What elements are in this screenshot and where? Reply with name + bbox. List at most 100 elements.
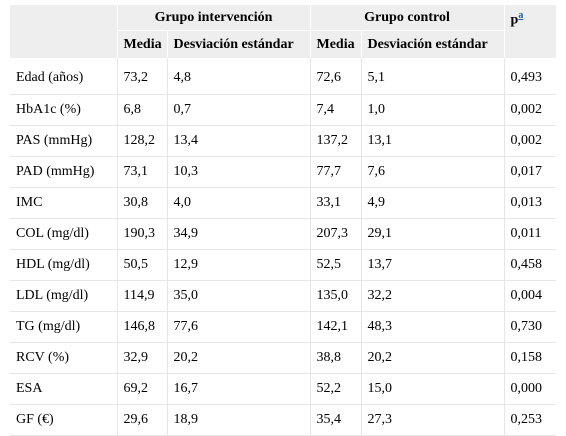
- mean-control-cell: 35,4: [310, 404, 362, 436]
- table-row: IMC 30,8 4,0 33,1 4,9 0,013: [10, 187, 557, 219]
- row-label-cell: IMC: [10, 187, 118, 219]
- sd-control-cell: 15,0: [361, 373, 505, 405]
- sd-intervention-cell: 20,2: [167, 342, 311, 374]
- sd-control-cell: 5,1: [361, 58, 505, 95]
- row-label-cell: RCV (%): [10, 342, 118, 374]
- table-row: Edad (años) 73,2 4,8 72,6 5,1 0,493: [10, 58, 557, 95]
- sd-intervention-cell: 13,4: [167, 125, 311, 157]
- results-table: Grupo intervención Grupo control pa Medi…: [10, 5, 557, 436]
- table-row: COL (mg/dl) 190,3 34,9 207,3 29,1 0,011: [10, 218, 557, 250]
- p-value-cell: 0,158: [504, 342, 557, 374]
- row-label-cell: COL (mg/dl): [10, 218, 118, 250]
- mean-control-cell: 207,3: [310, 218, 362, 250]
- sd-control-cell: 32,2: [361, 280, 505, 312]
- sd-intervention-cell: 4,0: [167, 187, 311, 219]
- mean-intervention-cell: 146,8: [117, 311, 168, 343]
- mean-header-control: Media: [310, 30, 362, 58]
- table-row: PAD (mmHg) 73,1 10,3 77,7 7,6 0,017: [10, 156, 557, 188]
- sd-header-control: Desviación estándar: [361, 30, 505, 58]
- mean-intervention-cell: 50,5: [117, 249, 168, 281]
- mean-control-cell: 52,2: [310, 373, 362, 405]
- row-label-cell: HbA1c (%): [10, 94, 118, 126]
- mean-control-cell: 72,6: [310, 58, 362, 95]
- mean-control-cell: 52,5: [310, 249, 362, 281]
- row-label-cell: Edad (años): [10, 58, 118, 95]
- sd-intervention-cell: 34,9: [167, 218, 311, 250]
- sd-intervention-cell: 4,8: [167, 58, 311, 95]
- p-value-cell: 0,730: [504, 311, 557, 343]
- table-row: ESA 69,2 16,7 52,2 15,0 0,000: [10, 373, 557, 405]
- group-intervention-header: Grupo intervención: [117, 5, 311, 31]
- mean-control-cell: 135,0: [310, 280, 362, 312]
- row-label-cell: GF (€): [10, 404, 118, 436]
- mean-intervention-cell: 128,2: [117, 125, 168, 157]
- table-row: RCV (%) 32,9 20,2 38,8 20,2 0,158: [10, 342, 557, 374]
- sd-intervention-cell: 0,7: [167, 94, 311, 126]
- p-value-cell: 0,011: [504, 218, 557, 250]
- sd-intervention-cell: 10,3: [167, 156, 311, 188]
- sd-control-cell: 27,3: [361, 404, 505, 436]
- mean-intervention-cell: 29,6: [117, 404, 168, 436]
- table-row: TG (mg/dl) 146,8 77,6 142,1 48,3 0,730: [10, 311, 557, 343]
- mean-control-cell: 33,1: [310, 187, 362, 219]
- table-row: HDL (mg/dl) 50,5 12,9 52,5 13,7 0,458: [10, 249, 557, 281]
- sd-control-cell: 4,9: [361, 187, 505, 219]
- sd-control-cell: 29,1: [361, 218, 505, 250]
- p-value-cell: 0,002: [504, 94, 557, 126]
- sd-control-cell: 13,7: [361, 249, 505, 281]
- mean-intervention-cell: 73,1: [117, 156, 168, 188]
- p-value-cell: 0,458: [504, 249, 557, 281]
- mean-intervention-cell: 30,8: [117, 187, 168, 219]
- sd-header-intervention: Desviación estándar: [167, 30, 311, 58]
- mean-intervention-cell: 114,9: [117, 280, 168, 312]
- p-value-cell: 0,017: [504, 156, 557, 188]
- sd-intervention-cell: 77,6: [167, 311, 311, 343]
- p-value-cell: 0,002: [504, 125, 557, 157]
- p-value-cell: 0,013: [504, 187, 557, 219]
- group-control-header: Grupo control: [310, 5, 505, 31]
- header-empty-cell: [10, 5, 118, 58]
- sd-intervention-cell: 18,9: [167, 404, 311, 436]
- mean-intervention-cell: 32,9: [117, 342, 168, 374]
- sd-control-cell: 7,6: [361, 156, 505, 188]
- sd-intervention-cell: 16,7: [167, 373, 311, 405]
- mean-intervention-cell: 73,2: [117, 58, 168, 95]
- mean-header-intervention: Media: [117, 30, 168, 58]
- table-row: PAS (mmHg) 128,2 13,4 137,2 13,1 0,002: [10, 125, 557, 157]
- table-row: LDL (mg/dl) 114,9 35,0 135,0 32,2 0,004: [10, 280, 557, 312]
- p-value-cell: 0,004: [504, 280, 557, 312]
- p-value-cell: 0,253: [504, 404, 557, 436]
- footnote-link[interactable]: a: [518, 10, 524, 21]
- row-label-cell: PAS (mmHg): [10, 125, 118, 157]
- row-label-cell: HDL (mg/dl): [10, 249, 118, 281]
- mean-intervention-cell: 69,2: [117, 373, 168, 405]
- sd-intervention-cell: 12,9: [167, 249, 311, 281]
- sd-control-cell: 20,2: [361, 342, 505, 374]
- row-label-cell: LDL (mg/dl): [10, 280, 118, 312]
- mean-control-cell: 142,1: [310, 311, 362, 343]
- sd-control-cell: 1,0: [361, 94, 505, 126]
- p-value-cell: 0,493: [504, 58, 557, 95]
- p-value-cell: 0,000: [504, 373, 557, 405]
- mean-control-cell: 77,7: [310, 156, 362, 188]
- row-label-cell: TG (mg/dl): [10, 311, 118, 343]
- sd-control-cell: 48,3: [361, 311, 505, 343]
- row-label-cell: PAD (mmHg): [10, 156, 118, 188]
- table-row: GF (€) 29,6 18,9 35,4 27,3 0,253: [10, 404, 557, 436]
- row-label-cell: ESA: [10, 373, 118, 405]
- p-value-label: p: [510, 12, 519, 28]
- table-body: Edad (años) 73,2 4,8 72,6 5,1 0,493 HbA1c (%) 6…: [10, 58, 557, 436]
- sd-control-cell: 13,1: [361, 125, 505, 157]
- header-row-columns: Media Desviación estándar Media Desviaci…: [10, 30, 556, 58]
- mean-control-cell: 7,4: [310, 94, 362, 126]
- mean-intervention-cell: 6,8: [117, 94, 168, 126]
- sd-intervention-cell: 35,0: [167, 280, 311, 312]
- table-header: Grupo intervención Grupo control pa Medi…: [10, 5, 557, 58]
- header-row-groups: Grupo intervención Grupo control pa: [10, 5, 557, 58]
- mean-control-cell: 38,8: [310, 342, 362, 374]
- table-row: HbA1c (%) 6,8 0,7 7,4 1,0 0,002: [10, 94, 557, 126]
- mean-intervention-cell: 190,3: [117, 218, 168, 250]
- mean-control-cell: 137,2: [310, 125, 362, 157]
- p-value-header: pa: [504, 5, 557, 58]
